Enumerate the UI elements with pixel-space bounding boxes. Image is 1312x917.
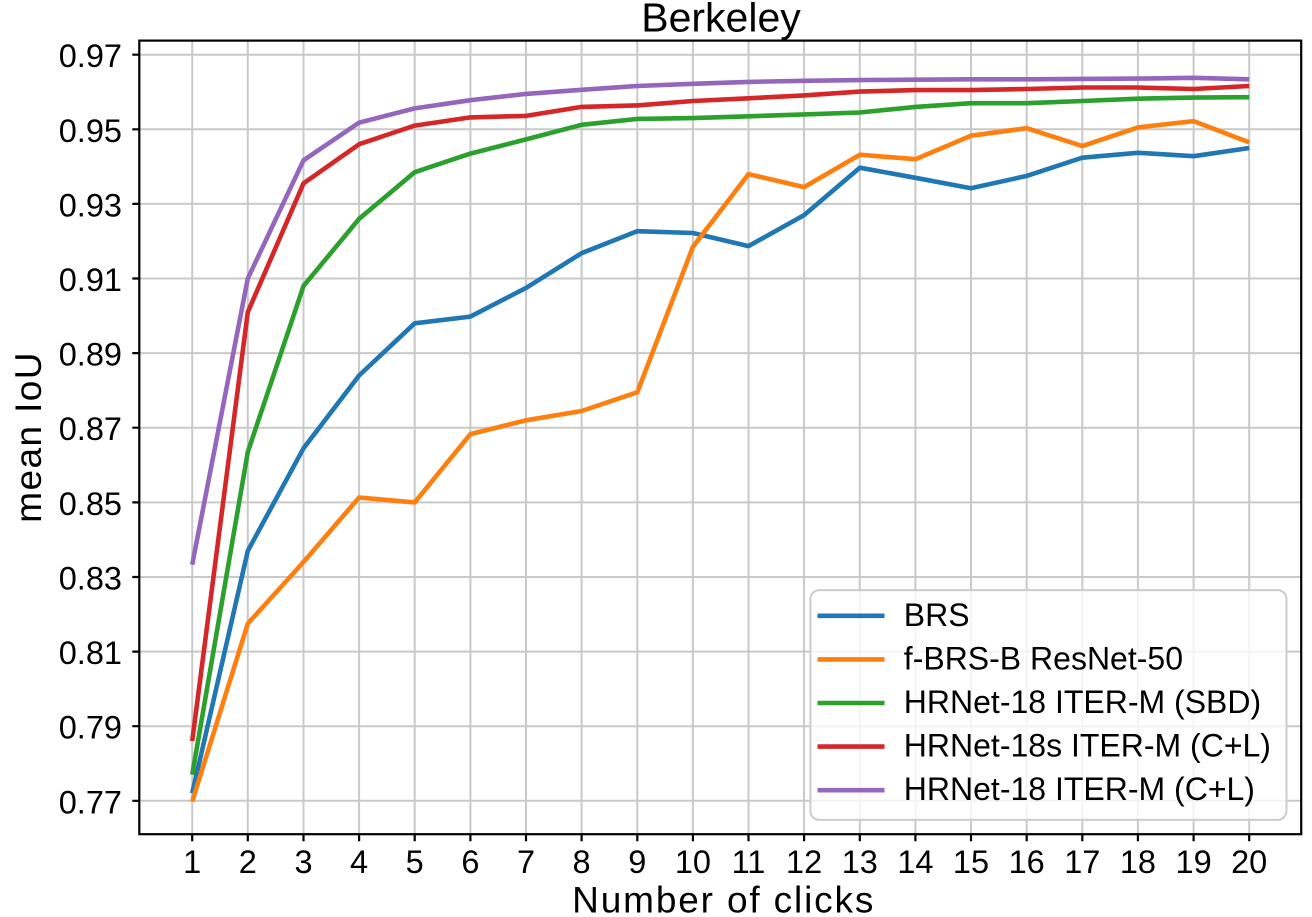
svg-text:0.87: 0.87 [59,411,122,447]
svg-text:0.97: 0.97 [59,38,122,74]
svg-text:4: 4 [350,844,368,880]
svg-text:Berkeley: Berkeley [641,0,801,41]
svg-text:17: 17 [1064,844,1100,880]
svg-text:BRS: BRS [904,597,970,633]
svg-text:0.91: 0.91 [59,262,122,298]
svg-text:0.83: 0.83 [59,561,122,597]
svg-text:19: 19 [1176,844,1212,880]
svg-text:9: 9 [628,844,646,880]
svg-text:Number of clicks: Number of clicks [572,879,875,917]
svg-text:15: 15 [953,844,989,880]
svg-text:11: 11 [732,844,766,880]
svg-text:f-BRS-B ResNet-50: f-BRS-B ResNet-50 [904,640,1183,676]
svg-text:HRNet-18 ITER-M (C+L): HRNet-18 ITER-M (C+L) [904,771,1255,807]
svg-text:14: 14 [897,844,933,880]
svg-text:13: 13 [842,844,878,880]
svg-text:12: 12 [786,844,822,880]
svg-text:18: 18 [1120,844,1156,880]
svg-text:10: 10 [675,844,711,880]
svg-text:7: 7 [517,844,535,880]
svg-text:1: 1 [183,844,201,880]
svg-text:8: 8 [573,844,591,880]
svg-text:16: 16 [1009,844,1045,880]
svg-text:HRNet-18s ITER-M (C+L): HRNet-18s ITER-M (C+L) [904,728,1271,764]
svg-text:0.85: 0.85 [59,486,122,522]
svg-text:0.81: 0.81 [59,635,122,671]
svg-text:0.95: 0.95 [59,113,122,149]
svg-text:mean IoU: mean IoU [8,351,49,523]
svg-text:3: 3 [294,844,312,880]
svg-text:0.77: 0.77 [59,784,122,820]
svg-text:0.89: 0.89 [59,337,122,373]
svg-text:20: 20 [1231,844,1267,880]
svg-text:0.79: 0.79 [59,710,122,746]
svg-text:2: 2 [239,844,257,880]
svg-text:6: 6 [461,844,479,880]
svg-text:5: 5 [406,844,424,880]
svg-text:HRNet-18 ITER-M (SBD): HRNet-18 ITER-M (SBD) [904,684,1261,720]
svg-text:0.93: 0.93 [59,187,122,223]
